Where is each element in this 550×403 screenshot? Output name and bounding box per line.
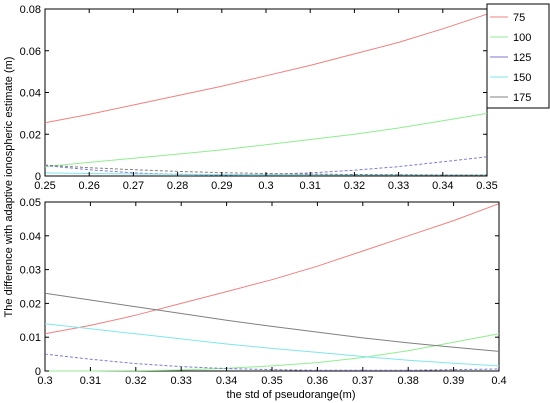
series-line-100-plot-0 xyxy=(44,112,488,168)
legend-label-175: 175 xyxy=(513,92,531,104)
legend-entry-75: 75 xyxy=(490,12,525,24)
x-tick-label: 0.27 xyxy=(123,180,144,192)
series-line-75-plot-1 xyxy=(44,203,500,335)
shared-y-axis-label: The difference with adaptive ionospheric… xyxy=(3,57,15,318)
y-tick-label: 0.01 xyxy=(20,332,41,344)
x-tick-label: 0.36 xyxy=(307,375,328,387)
y-tick-label: 0.08 xyxy=(20,4,41,16)
y-tick-label: 0.04 xyxy=(20,231,41,243)
x-tick-label: 0.35 xyxy=(261,375,282,387)
x-axis-label: the std of pseudorange(m) xyxy=(226,389,355,401)
legend-box xyxy=(486,3,550,109)
x-tick-label: 0.31 xyxy=(299,180,320,192)
x-tick-label: 0.33 xyxy=(388,180,409,192)
x-tick-label: 0.39 xyxy=(443,375,464,387)
legend-label-150: 150 xyxy=(513,72,531,84)
x-tick-label: 0.3 xyxy=(258,180,273,192)
x-tick-label: 0.25 xyxy=(34,180,55,192)
y-tick-label: 0 xyxy=(35,171,41,183)
legend-label-100: 100 xyxy=(513,32,531,44)
x-tick-label: 0.34 xyxy=(432,180,453,192)
legend-entry-125: 125 xyxy=(490,52,531,64)
series-line-100-plot-1 xyxy=(45,333,500,372)
y-tick-label: 0 xyxy=(35,366,41,378)
x-tick-label: 0.34 xyxy=(216,375,237,387)
x-tick-label: 0.31 xyxy=(80,375,101,387)
x-tick-label: 0.33 xyxy=(170,375,191,387)
legend-entry-150: 150 xyxy=(490,72,531,84)
top-plot: 0.25 0.26 0.27 0.28 0.29 0.3 0.31 0.32 0.33 0.34 0… xyxy=(20,4,498,192)
legend: 75 100 125 150 175 xyxy=(486,3,550,109)
series-line-75-plot-0 xyxy=(44,13,488,124)
series-line-150-plot-1 xyxy=(44,323,500,367)
y-tick-label: 0.03 xyxy=(20,265,41,277)
legend-entry-100: 100 xyxy=(490,32,531,44)
x-tick-label: 0.3 xyxy=(37,375,52,387)
legend-entry-175: 175 xyxy=(490,92,531,104)
y-tick-label: 0.02 xyxy=(20,129,41,141)
x-tick-label: 0.32 xyxy=(344,180,365,192)
plot-area-0 xyxy=(44,8,488,177)
x-tick-label: 0.35 xyxy=(476,180,497,192)
x-tick-label: 0.37 xyxy=(352,375,373,387)
y-tick-label: 0.04 xyxy=(20,88,41,100)
x-tick-label: 0.29 xyxy=(211,180,232,192)
x-tick-label: 0.4 xyxy=(491,375,506,387)
x-tick-label: 0.32 xyxy=(125,375,146,387)
x-tick-label: 0.28 xyxy=(167,180,188,192)
legend-label-75: 75 xyxy=(513,12,525,24)
y-tick-label: 0.06 xyxy=(20,46,41,58)
series-line-175-plot-1 xyxy=(44,292,500,352)
x-tick-label: 0.26 xyxy=(78,180,99,192)
plot-area-1 xyxy=(44,201,500,372)
x-tick-label: 0.38 xyxy=(397,375,418,387)
y-tick-label: 0.05 xyxy=(20,197,41,209)
legend-label-125: 125 xyxy=(513,52,531,64)
y-tick-label: 0.02 xyxy=(20,298,41,310)
bottom-plot: 0.3 0.31 0.32 0.33 0.34 0.35 0.36 0.37 0.38 0.39 0… xyxy=(20,197,507,387)
